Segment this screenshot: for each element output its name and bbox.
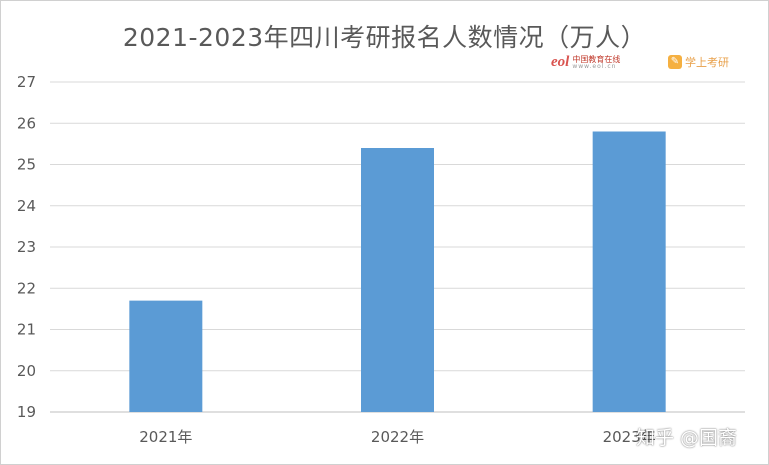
- bar: [361, 148, 434, 412]
- zhihu-watermark: 知乎 @国裔: [636, 427, 738, 449]
- y-tick-label: 26: [17, 114, 36, 132]
- bar: [592, 131, 666, 412]
- x-category-label: 2021年: [139, 428, 192, 446]
- xuehai-watermark: ✎ 学上考研: [668, 54, 729, 70]
- y-tick-label: 27: [17, 73, 36, 91]
- bar: [129, 300, 203, 412]
- y-tick-label: 22: [17, 279, 36, 297]
- eol-url: www.eol.cn: [572, 62, 617, 70]
- y-tick-label: 24: [17, 197, 36, 215]
- y-tick-label: 20: [17, 362, 36, 380]
- eol-logo-icon: eol: [551, 54, 570, 70]
- y-tick-label: 19: [17, 403, 36, 421]
- xuehai-logo-icon: ✎: [668, 55, 682, 69]
- y-tick-label: 25: [17, 156, 36, 174]
- xuehai-name: 学上考研: [685, 56, 729, 69]
- chart-title: 2021-2023年四川考研报名人数情况（万人）: [122, 23, 647, 52]
- x-category-label: 2023年: [603, 428, 656, 446]
- y-tick-label: 21: [17, 321, 36, 339]
- x-category-label: 2022年: [371, 428, 424, 446]
- y-tick-label: 23: [17, 238, 36, 256]
- eol-watermark: eol 中国教育在线 www.eol.cn: [551, 54, 620, 71]
- eol-name: 中国教育在线: [572, 54, 621, 64]
